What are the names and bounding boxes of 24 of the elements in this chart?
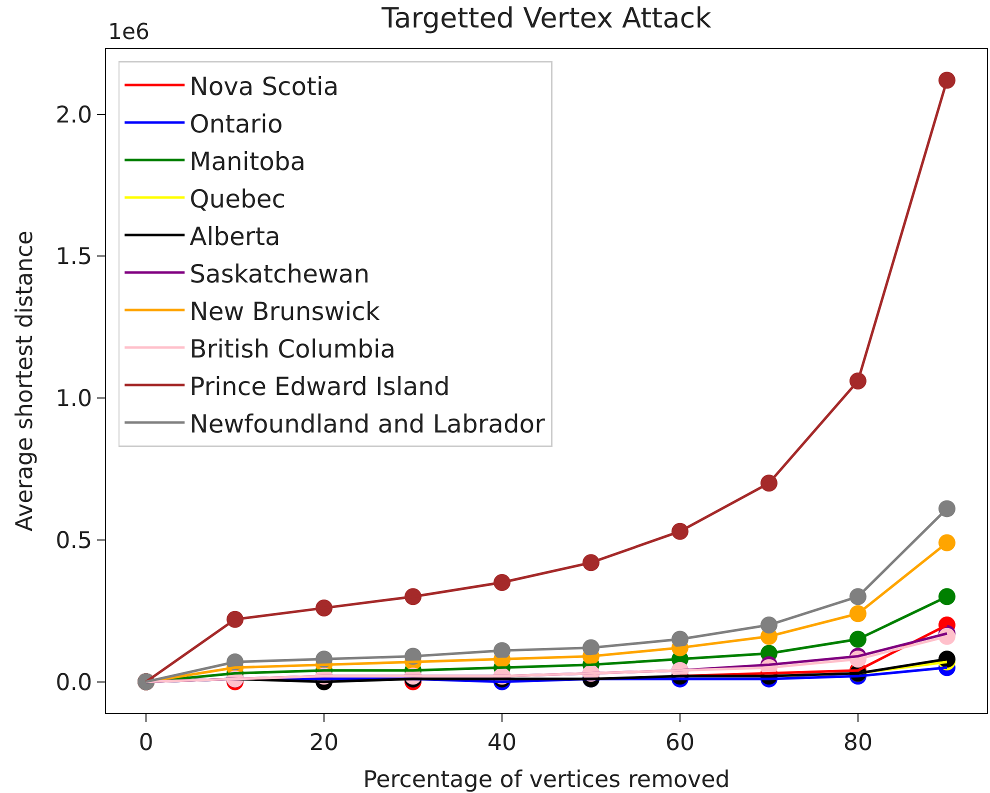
legend-label: Quebec (190, 184, 286, 214)
x-tick-label: 20 (309, 730, 339, 756)
y-tick-label: 0.0 (56, 670, 92, 696)
legend-label: Alberta (190, 222, 280, 251)
legend-label: Nova Scotia (190, 72, 339, 101)
x-tick-label: 60 (665, 730, 695, 756)
legend-label: Newfoundland and Labrador (190, 409, 546, 438)
x-tick-label: 40 (487, 730, 517, 756)
legend-label: British Columbia (190, 334, 396, 364)
text: 1e6 (108, 20, 150, 45)
legend-label: Saskatchewan (190, 259, 370, 288)
x-tick-label: 0 (138, 730, 154, 756)
chart-title: Targetted Vertex Attack (380, 2, 712, 35)
legend-label: Prince Edward Island (190, 372, 450, 401)
y-axis-title: Average shortest distance (12, 230, 38, 532)
legend-label: Manitoba (190, 146, 306, 176)
x-axis-title: Percentage of vertices removed (363, 767, 730, 793)
y-tick-label: 1.0 (56, 386, 92, 412)
legend-label: New Brunswick (190, 296, 380, 326)
x-tick-label: 80 (843, 730, 873, 756)
y-tick-label: 2.0 (56, 102, 92, 128)
y-tick-label: 0.5 (56, 528, 92, 554)
legend-label: Ontario (190, 109, 283, 138)
y-tick-label: 1.5 (56, 244, 92, 270)
